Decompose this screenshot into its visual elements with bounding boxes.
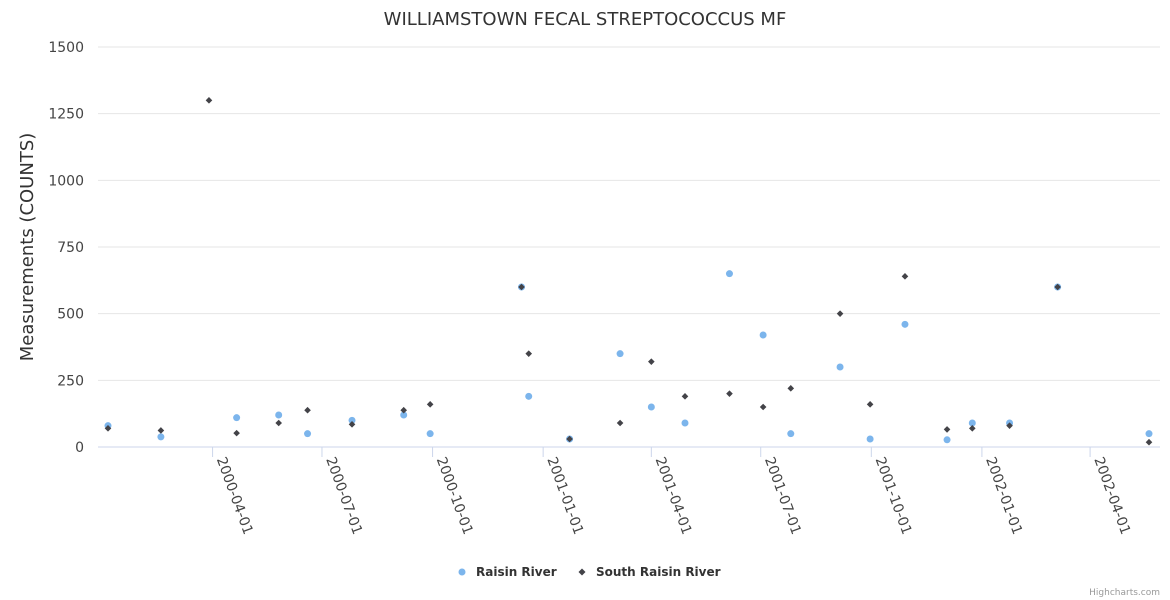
data-point-diamond[interactable] [426,401,434,408]
data-point-diamond[interactable] [968,425,976,432]
credits-link[interactable]: Highcharts.com [1089,588,1160,598]
data-point-diamond[interactable] [518,283,525,291]
data-point-circle[interactable] [304,430,312,438]
data-point-diamond[interactable] [726,390,733,397]
data-point-circle[interactable] [787,430,795,438]
data-point-diamond[interactable] [1145,438,1153,446]
y-tick-label: 1000 [48,173,84,189]
y-tick-label: 750 [57,240,84,256]
data-point-diamond[interactable] [901,273,909,280]
data-point-circle[interactable] [681,419,689,427]
data-point-circle[interactable] [943,436,951,444]
data-point-circle[interactable] [157,433,165,441]
data-point-diamond[interactable] [304,406,311,414]
legend-item-south-raisin-river[interactable]: South Raisin River [578,565,721,579]
legend-circle-icon [458,568,466,576]
legend: Raisin River South Raisin River [458,565,721,579]
data-point-diamond[interactable] [525,350,533,357]
data-point-diamond[interactable] [233,429,240,437]
data-point-circle[interactable] [233,414,241,422]
gridlines [98,46,1160,381]
y-tick-label: 250 [57,373,84,389]
legend-diamond-icon [578,568,586,576]
data-point-circle[interactable] [759,331,767,339]
data-point-circle[interactable] [525,392,533,400]
data-point-diamond[interactable] [1054,283,1061,291]
data-point-circle[interactable] [866,435,874,443]
data-point-diamond[interactable] [787,385,795,392]
data-point-diamond[interactable] [836,310,844,317]
data-point-diamond[interactable] [157,427,165,434]
data-point-circle[interactable] [348,416,356,424]
data-point-diamond[interactable] [400,406,408,414]
data-point-diamond[interactable] [566,435,573,443]
data-point-circle[interactable] [1145,430,1153,438]
y-tick-label: 500 [57,307,84,323]
y-tick-label: 0 [75,440,84,456]
data-point-circle[interactable] [275,411,283,419]
data-point-circle[interactable] [647,403,655,411]
data-point-diamond[interactable] [205,97,213,104]
data-point-diamond[interactable] [943,426,951,433]
data-point-diamond[interactable] [648,358,655,365]
legend-item-raisin-river[interactable]: Raisin River [458,565,557,579]
legend-label-south-raisin-river: South Raisin River [596,565,721,579]
data-point-diamond[interactable] [759,403,767,411]
data-point-circle[interactable] [616,350,624,358]
data-point-diamond[interactable] [616,419,624,427]
data-point-diamond[interactable] [1006,422,1013,429]
series-south-raisin-river [104,97,1153,446]
data-point-circle[interactable] [901,320,909,328]
data-point-diamond[interactable] [866,401,874,408]
data-point-circle[interactable] [400,411,408,419]
y-axis-label: Measurements (COUNTS) [17,133,38,362]
y-axis: 0 250 500 750 1000 1250 1500 [48,40,84,456]
data-point-diamond[interactable] [275,419,282,427]
y-tick-label: 1250 [48,107,84,123]
y-tick-label: 1500 [48,40,84,56]
data-point-circle[interactable] [968,419,976,427]
legend-label-raisin-river: Raisin River [476,565,557,579]
data-point-circle[interactable] [725,270,733,278]
data-point-circle[interactable] [836,363,844,371]
data-point-diamond[interactable] [104,425,112,432]
data-point-diamond[interactable] [348,421,356,428]
data-point-diamond[interactable] [681,393,689,400]
chart-title: WILLIAMSTOWN FECAL STREPTOCOCCUS MF [384,9,787,30]
data-point-circle[interactable] [426,430,434,438]
data-points [104,97,1153,446]
